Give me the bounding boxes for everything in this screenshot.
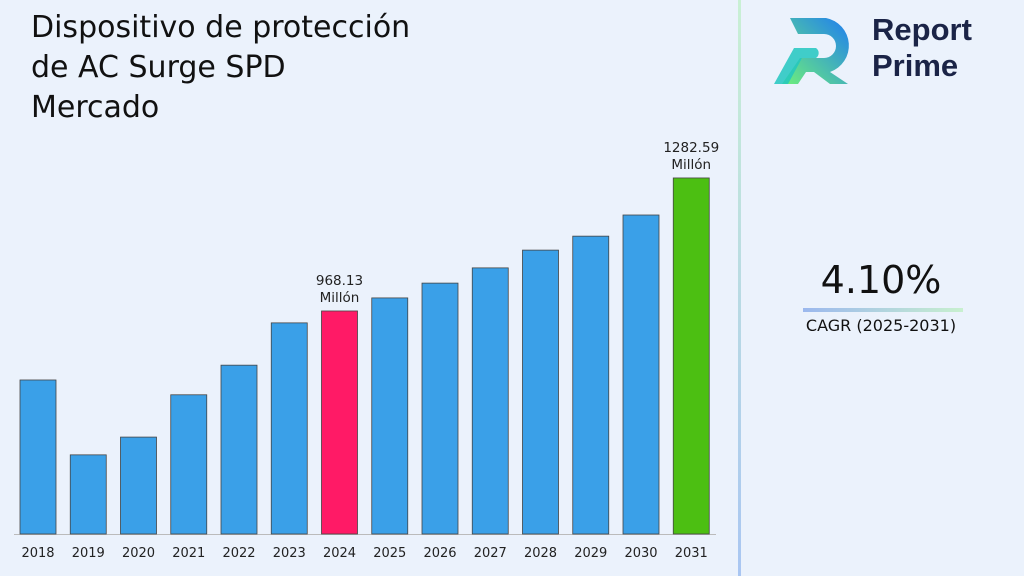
brand-line1: Report xyxy=(872,12,972,47)
cagr-value: 4.10% xyxy=(820,258,942,302)
bar-chart: 2018 2019 2020 2021 2022 2023 2024968.13Millón… xyxy=(14,140,719,561)
data-label-2024-1: Millón xyxy=(320,290,360,306)
bar-2025 xyxy=(371,297,409,535)
bar-2029 xyxy=(572,235,610,535)
x-tick-label-2029: 2029 xyxy=(574,546,607,561)
x-tick-label-2028: 2028 xyxy=(524,546,557,561)
x-tick-label-2027: 2027 xyxy=(474,546,507,561)
data-label-2031-0: 1282.59 xyxy=(663,140,719,156)
cagr-label: CAGR (2025-2031) xyxy=(805,316,957,335)
bar-2024 xyxy=(321,310,358,535)
bar-2028 xyxy=(522,249,559,535)
data-label-2024-0: 968.13 xyxy=(316,273,363,289)
x-tick-label-2024: 2024 xyxy=(323,546,356,561)
bar-2019 xyxy=(69,454,107,535)
chart-title: Dispositivo de protección de AC Surge SP… xyxy=(31,10,411,125)
x-tick-label-2023: 2023 xyxy=(273,546,306,561)
x-tick-label-2021: 2021 xyxy=(172,546,205,561)
bar-2022 xyxy=(220,364,258,535)
divider xyxy=(738,0,741,576)
x-tick-label-2019: 2019 xyxy=(72,546,105,561)
bar-2023 xyxy=(270,322,308,535)
x-tick-label-2020: 2020 xyxy=(122,546,155,561)
brand-name: Report Prime xyxy=(872,12,972,84)
x-tick-label-2026: 2026 xyxy=(423,546,456,561)
x-tick-label-2025: 2025 xyxy=(373,546,406,561)
bar-2027 xyxy=(471,267,509,535)
x-tick-label-2022: 2022 xyxy=(222,546,255,561)
bar-2026 xyxy=(421,282,459,535)
bar-2031 xyxy=(672,177,710,535)
x-tick-label-2030: 2030 xyxy=(624,546,657,561)
bar-2030 xyxy=(622,214,660,535)
cagr-underline xyxy=(803,308,963,312)
data-label-2031-1: Millón xyxy=(671,157,711,173)
bar-2021 xyxy=(170,394,208,535)
bar-2018 xyxy=(19,379,57,535)
bar-2020 xyxy=(120,436,157,535)
x-tick-label-2031: 2031 xyxy=(675,546,708,561)
x-tick-label-2018: 2018 xyxy=(21,546,54,561)
brand-line2: Prime xyxy=(872,48,959,83)
report-prime-logo-icon xyxy=(774,18,849,84)
